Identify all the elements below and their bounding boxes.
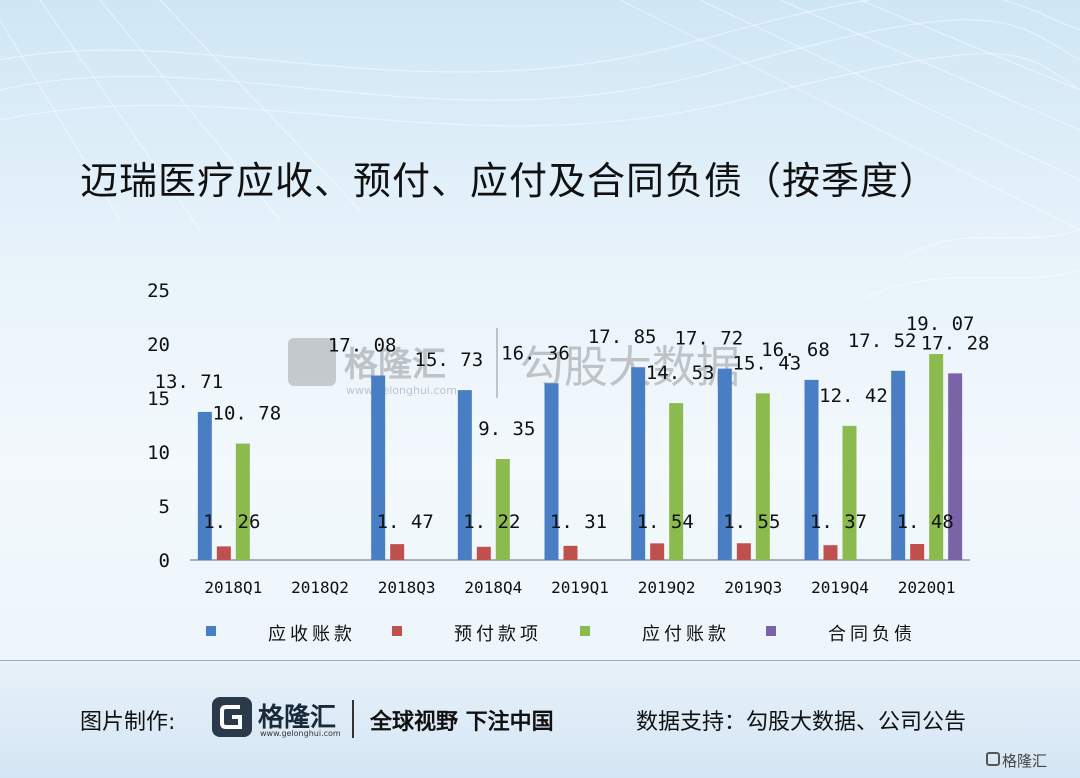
data-label: 14. 53 <box>646 362 715 384</box>
bar-1 <box>631 367 646 560</box>
bar-3 <box>755 393 770 560</box>
data-source: 数据支持：勾股大数据、公司公告 <box>636 710 967 735</box>
slogan: 全球视野 下注中国 <box>370 710 554 735</box>
bar-1 <box>804 379 819 560</box>
y-tick-label: 10 <box>147 442 170 464</box>
watermark-logo-icon <box>288 338 336 386</box>
data-label: 15. 73 <box>415 349 484 371</box>
bar-2 <box>823 545 838 560</box>
data-label: 1. 26 <box>203 511 260 533</box>
bar-3 <box>235 443 250 560</box>
bar-1 <box>891 370 906 560</box>
watermark-divider <box>496 328 498 398</box>
legend-label-4: 合同负债 <box>828 624 916 645</box>
data-label: 17. 28 <box>921 332 990 354</box>
footer <box>0 662 1080 778</box>
bar-2 <box>910 544 925 560</box>
y-tick-label: 15 <box>147 388 170 410</box>
x-tick-label: 2019Q1 <box>551 578 609 597</box>
watermark-url: www.gelonghui.com <box>346 384 457 397</box>
bar-4 <box>948 373 963 560</box>
x-tick-label: 2018Q2 <box>291 578 349 597</box>
bar-3 <box>669 403 684 560</box>
footer-divider <box>0 660 1080 661</box>
footer-separator <box>352 700 354 738</box>
bar-1 <box>544 383 559 560</box>
y-tick-label: 25 <box>147 280 170 302</box>
bar-3 <box>842 425 857 560</box>
bar-1 <box>457 390 472 560</box>
y-tick-label: 5 <box>159 496 170 518</box>
credit-label: 图片制作: <box>80 710 176 735</box>
x-tick-label: 2018Q3 <box>378 578 436 597</box>
bar-2 <box>736 543 751 560</box>
data-label: 1. 48 <box>897 511 954 533</box>
data-label: 9. 35 <box>478 418 535 440</box>
legend-label-2: 预付款项 <box>454 624 542 645</box>
logo-url: www.gelonghui.com <box>260 729 341 738</box>
legend-swatch-3 <box>580 626 590 636</box>
watermark: 格隆汇 www.gelonghui.com 勾股大数据 <box>288 328 740 398</box>
data-label: 1. 47 <box>377 511 434 533</box>
legend-label-3: 应付账款 <box>642 624 730 645</box>
legend-swatch-2 <box>392 626 402 636</box>
bar-2 <box>216 546 231 560</box>
data-label: 17. 08 <box>328 335 397 357</box>
data-label: 1. 22 <box>463 511 520 533</box>
logo-name: 格隆汇 <box>258 703 337 733</box>
x-tick-label: 2018Q4 <box>464 578 522 597</box>
chart-title: 迈瑞医疗应收、预付、应付及合同负债（按季度） <box>80 159 939 203</box>
watermark-brand: 格隆汇 <box>344 345 446 385</box>
x-tick-label: 2018Q1 <box>204 578 262 597</box>
x-tick-label: 2019Q3 <box>724 578 782 597</box>
gelonghui-logo-icon <box>212 697 252 737</box>
data-label: 13. 71 <box>155 371 224 393</box>
bar-2 <box>563 545 578 560</box>
corner-watermark: 格隆汇 <box>1002 752 1048 770</box>
corner-logo-icon <box>986 752 1000 766</box>
data-label: 16. 68 <box>761 339 830 361</box>
data-label: 10. 78 <box>213 403 282 425</box>
data-label: 1. 31 <box>550 511 607 533</box>
data-label: 17. 85 <box>588 326 657 348</box>
bar-1 <box>717 368 732 560</box>
bar-chart: 格隆汇 www.gelonghui.com 勾股大数据 0 5 10 15 20 25 20… <box>147 280 990 645</box>
y-tick-label: 0 <box>159 550 170 572</box>
data-label: 16. 36 <box>501 342 570 364</box>
y-tick-label: 20 <box>147 334 170 356</box>
data-label: 1. 37 <box>810 511 867 533</box>
x-tick-label: 2019Q2 <box>638 578 696 597</box>
data-label: 19. 07 <box>906 313 975 335</box>
data-label: 1. 55 <box>723 511 780 533</box>
data-label: 12. 42 <box>819 385 888 407</box>
bar-2 <box>476 546 491 560</box>
legend-label-1: 应收账款 <box>268 624 356 645</box>
bar-3 <box>495 459 510 560</box>
legend-swatch-4 <box>766 626 776 636</box>
data-label: 17. 72 <box>675 328 744 350</box>
x-tick-label: 2019Q4 <box>811 578 869 597</box>
legend-swatch-1 <box>206 626 216 636</box>
bar-3 <box>929 354 944 560</box>
data-label: 17. 52 <box>848 330 917 352</box>
bar-2 <box>390 544 405 560</box>
data-label: 15. 43 <box>733 352 802 374</box>
x-tick-label: 2020Q1 <box>898 578 956 597</box>
bar-1 <box>197 411 212 560</box>
bar-1 <box>371 375 386 560</box>
bar-2 <box>650 543 665 560</box>
data-label: 1. 54 <box>637 511 694 533</box>
